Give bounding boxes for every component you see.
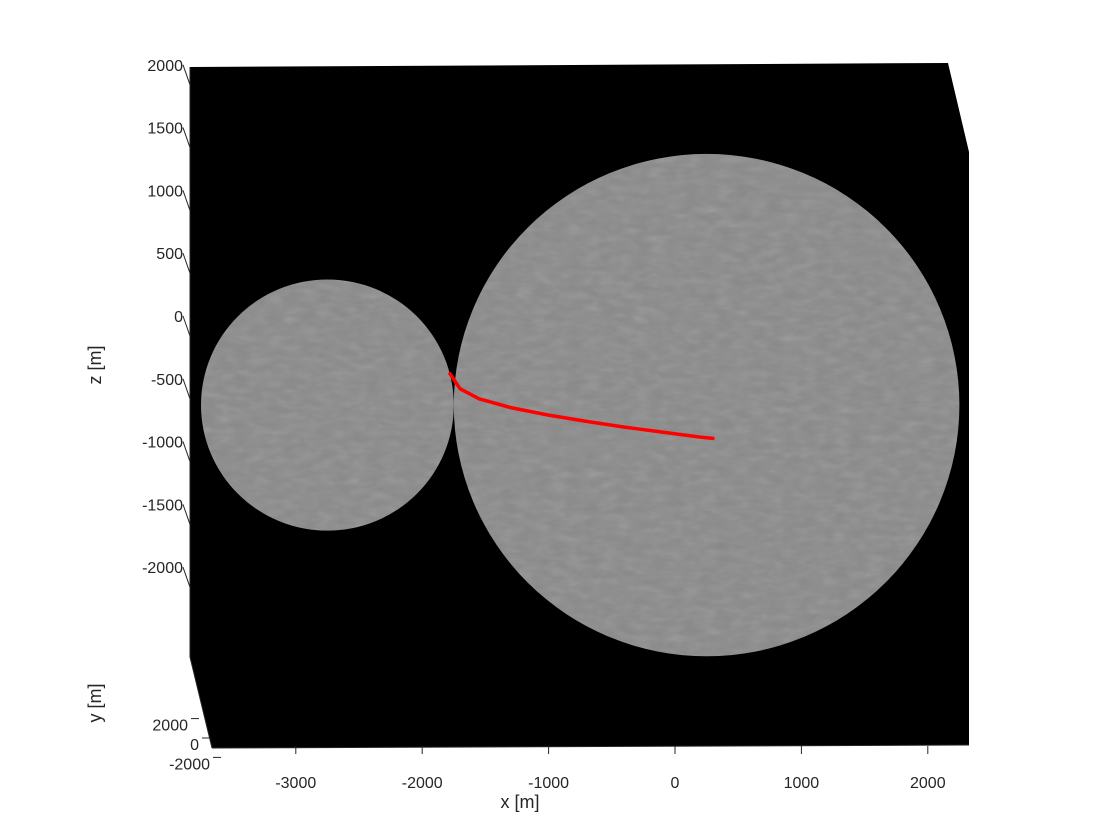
sphere-1 xyxy=(201,279,454,531)
y-axis-label: y [m] xyxy=(85,684,105,723)
z-tick-mark xyxy=(182,127,191,148)
z-tick-label: 0 xyxy=(174,309,183,326)
trajectory-line-1 xyxy=(448,371,715,441)
spheres-layer xyxy=(201,153,960,657)
z-tick-label: 500 xyxy=(156,246,183,263)
sphere-2 xyxy=(453,153,960,657)
x-tick-label: 2000 xyxy=(910,775,946,792)
ticks-layer: 2000 1500 1000 500 0 -500 -1000 -1500 -2000 -3000… xyxy=(142,58,946,792)
z-tick-mark xyxy=(182,378,191,399)
x-tick-label: 0 xyxy=(671,775,680,792)
z-tick-label: -500 xyxy=(151,372,183,389)
y-tick-label: 0 xyxy=(190,737,199,754)
y-tick-label: -2000 xyxy=(169,756,210,773)
x-tick-label: -1000 xyxy=(528,775,569,792)
y-axis-line xyxy=(189,656,213,749)
z-axis-label: z [m] xyxy=(85,346,105,385)
z-tick-mark xyxy=(182,567,191,588)
x-axis-label: x [m] xyxy=(501,792,540,812)
z-tick-mark xyxy=(182,441,191,462)
z-tick-mark xyxy=(182,64,191,85)
z-tick-label: 1000 xyxy=(147,183,183,200)
z-tick-label: 1500 xyxy=(147,121,183,138)
z-tick-label: -1000 xyxy=(142,435,183,452)
z-tick-mark xyxy=(182,504,191,525)
z-tick-label: -2000 xyxy=(142,560,183,577)
x-axis-line xyxy=(211,744,970,749)
z-tick-mark xyxy=(182,253,191,274)
x-tick-label: -2000 xyxy=(402,775,443,792)
z-tick-mark xyxy=(182,315,191,337)
series-layer xyxy=(448,371,715,441)
x-tick-label: -3000 xyxy=(275,775,316,792)
z-tick-label: 2000 xyxy=(147,58,183,75)
x-tick-label: 1000 xyxy=(784,775,820,792)
z-tick-mark xyxy=(182,190,191,211)
z-tick-label: -1500 xyxy=(142,497,183,514)
y-tick-label: 2000 xyxy=(152,718,188,735)
